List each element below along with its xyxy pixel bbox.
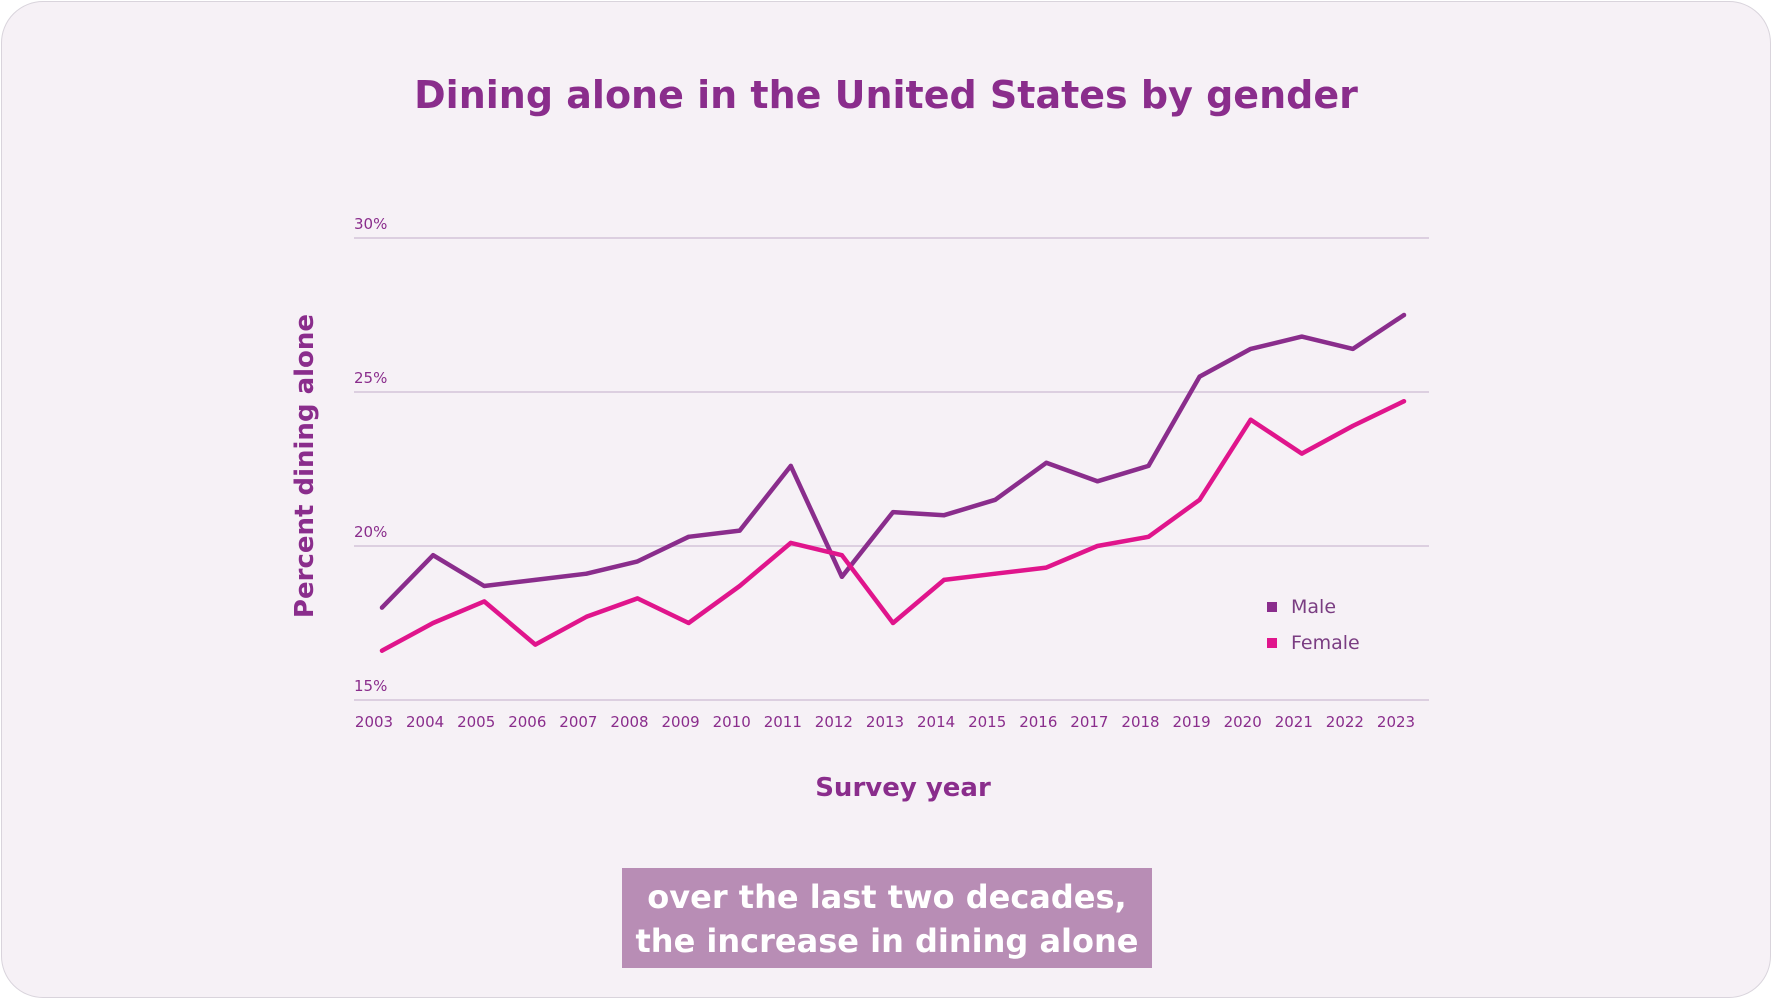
data-point-female (1299, 451, 1304, 456)
x-tick-label: 2012 (815, 713, 853, 731)
x-tick-label: 2015 (968, 713, 1006, 731)
data-point-female (1095, 544, 1100, 548)
series-lines (379, 312, 1407, 653)
data-point-female (942, 577, 947, 582)
data-point-female (1044, 565, 1049, 570)
x-tick-label: 2007 (559, 713, 597, 731)
y-tick-label: 20% (354, 523, 387, 541)
data-point-female (431, 621, 436, 625)
subtitle-caption: over the last two decades, the increase … (622, 868, 1152, 968)
x-tick-label: 2018 (1121, 713, 1159, 731)
data-point-female (686, 621, 691, 625)
caption-line-1: over the last two decades, (647, 878, 1127, 916)
y-tick-label: 15% (354, 677, 387, 695)
x-tick-label: 2006 (508, 713, 546, 731)
data-point-male (482, 584, 487, 589)
data-point-male (993, 497, 998, 502)
series-line-male (379, 312, 1407, 610)
data-point-female (635, 596, 640, 601)
x-tick-label: 2005 (457, 713, 495, 731)
data-point-male (686, 534, 691, 539)
data-point-male (380, 605, 384, 610)
legend-label: Female (1291, 632, 1360, 654)
gridlines (354, 237, 1429, 701)
data-point-male (1044, 460, 1049, 465)
series-line-female (379, 398, 1407, 653)
legend-swatch (1267, 638, 1277, 648)
x-tick-label: 2004 (406, 713, 444, 731)
legend-item-male: Male (1267, 596, 1336, 618)
data-point-female (839, 553, 844, 558)
data-point-female (1402, 399, 1406, 404)
data-point-male (635, 559, 640, 564)
data-point-female (584, 614, 589, 619)
data-point-female (788, 540, 793, 545)
data-point-male (1197, 374, 1202, 379)
x-tick-label: 2010 (713, 713, 751, 731)
x-tick-label: 2020 (1224, 713, 1262, 731)
legend-swatch (1267, 602, 1277, 612)
x-tick-label: 2014 (917, 713, 955, 731)
x-tick-label: 2016 (1019, 713, 1057, 731)
x-tick-label: 2011 (764, 713, 802, 731)
legend: Male Female (1267, 596, 1360, 654)
data-point-male (431, 553, 436, 558)
x-tick-label: 2008 (610, 713, 648, 731)
data-point-male (1299, 334, 1304, 339)
data-point-female (482, 599, 487, 604)
y-axis-label: Percent dining alone (290, 314, 320, 618)
data-point-male (1350, 346, 1355, 351)
y-tick-label: 25% (354, 369, 387, 387)
x-tick-label: 2009 (662, 713, 700, 731)
x-tick-label: 2003 (355, 713, 393, 731)
data-point-male (737, 528, 742, 533)
data-point-female (1248, 417, 1253, 422)
data-point-male (1146, 463, 1151, 468)
data-point-male (839, 574, 844, 579)
data-point-female (533, 642, 538, 647)
chart-title: Dining alone in the United States by gen… (414, 73, 1358, 117)
data-point-male (1248, 346, 1253, 351)
data-point-female (380, 648, 384, 653)
data-point-male (891, 510, 895, 515)
data-point-male (533, 577, 538, 582)
x-tick-labels: 2003 2004 2005 2006 2007 2008 2009 2010 2011 2012… (355, 713, 1415, 731)
data-point-female (737, 584, 742, 589)
x-tick-label: 2022 (1326, 713, 1364, 731)
data-point-male (788, 463, 793, 468)
x-tick-label: 2017 (1070, 713, 1108, 731)
data-point-female (891, 621, 895, 625)
data-point-male (1095, 479, 1100, 484)
data-point-female (1197, 497, 1202, 502)
x-tick-label: 2021 (1275, 713, 1313, 731)
x-tick-label: 2023 (1377, 713, 1415, 731)
x-tick-label: 2013 (866, 713, 904, 731)
data-point-female (1146, 534, 1151, 539)
data-point-male (1402, 313, 1406, 317)
x-tick-label: 2019 (1173, 713, 1211, 731)
caption-line-2: the increase in dining alone (635, 922, 1139, 960)
data-point-male (942, 513, 947, 518)
x-axis-label: Survey year (815, 773, 991, 803)
legend-item-female: Female (1267, 632, 1360, 654)
y-tick-labels: 15% 20% 25% 30% (354, 215, 387, 695)
data-point-female (993, 571, 998, 576)
data-point-female (1350, 423, 1355, 428)
legend-label: Male (1291, 596, 1336, 618)
data-point-male (584, 571, 589, 576)
y-tick-label: 30% (354, 215, 387, 233)
